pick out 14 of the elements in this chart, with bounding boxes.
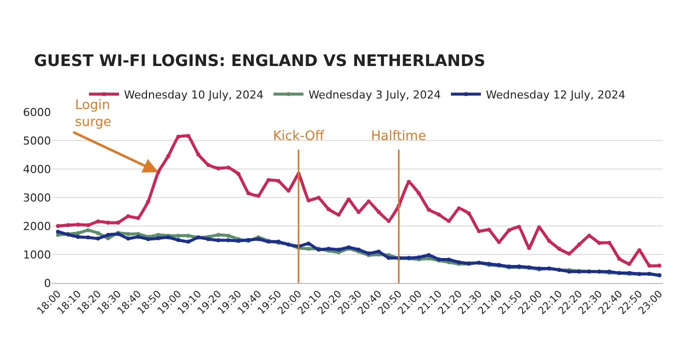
legend-label: Wednesday 10 July, 2024 bbox=[124, 88, 264, 102]
legend-label: Wednesday 3 July, 2024 bbox=[308, 88, 441, 102]
legend-label: Wednesday 12 July, 2024 bbox=[486, 88, 626, 102]
chart-title: GUEST WI-FI LOGINS: ENGLAND VS NETHERLANDS bbox=[34, 50, 486, 70]
y-tick-label: 4000 bbox=[23, 162, 51, 176]
y-tick-label: 1000 bbox=[23, 248, 51, 262]
y-tick-label: 3000 bbox=[23, 191, 51, 204]
y-tick-label: 0 bbox=[44, 276, 51, 290]
y-tick-label: 5000 bbox=[23, 134, 51, 148]
annotation: Login surge bbox=[75, 98, 112, 130]
y-tick-label: 2000 bbox=[23, 220, 51, 233]
ref-line-label: Halftime bbox=[371, 129, 426, 144]
ref-line-label: Kick-Off bbox=[273, 129, 326, 144]
y-tick-label: 6000 bbox=[23, 106, 51, 119]
